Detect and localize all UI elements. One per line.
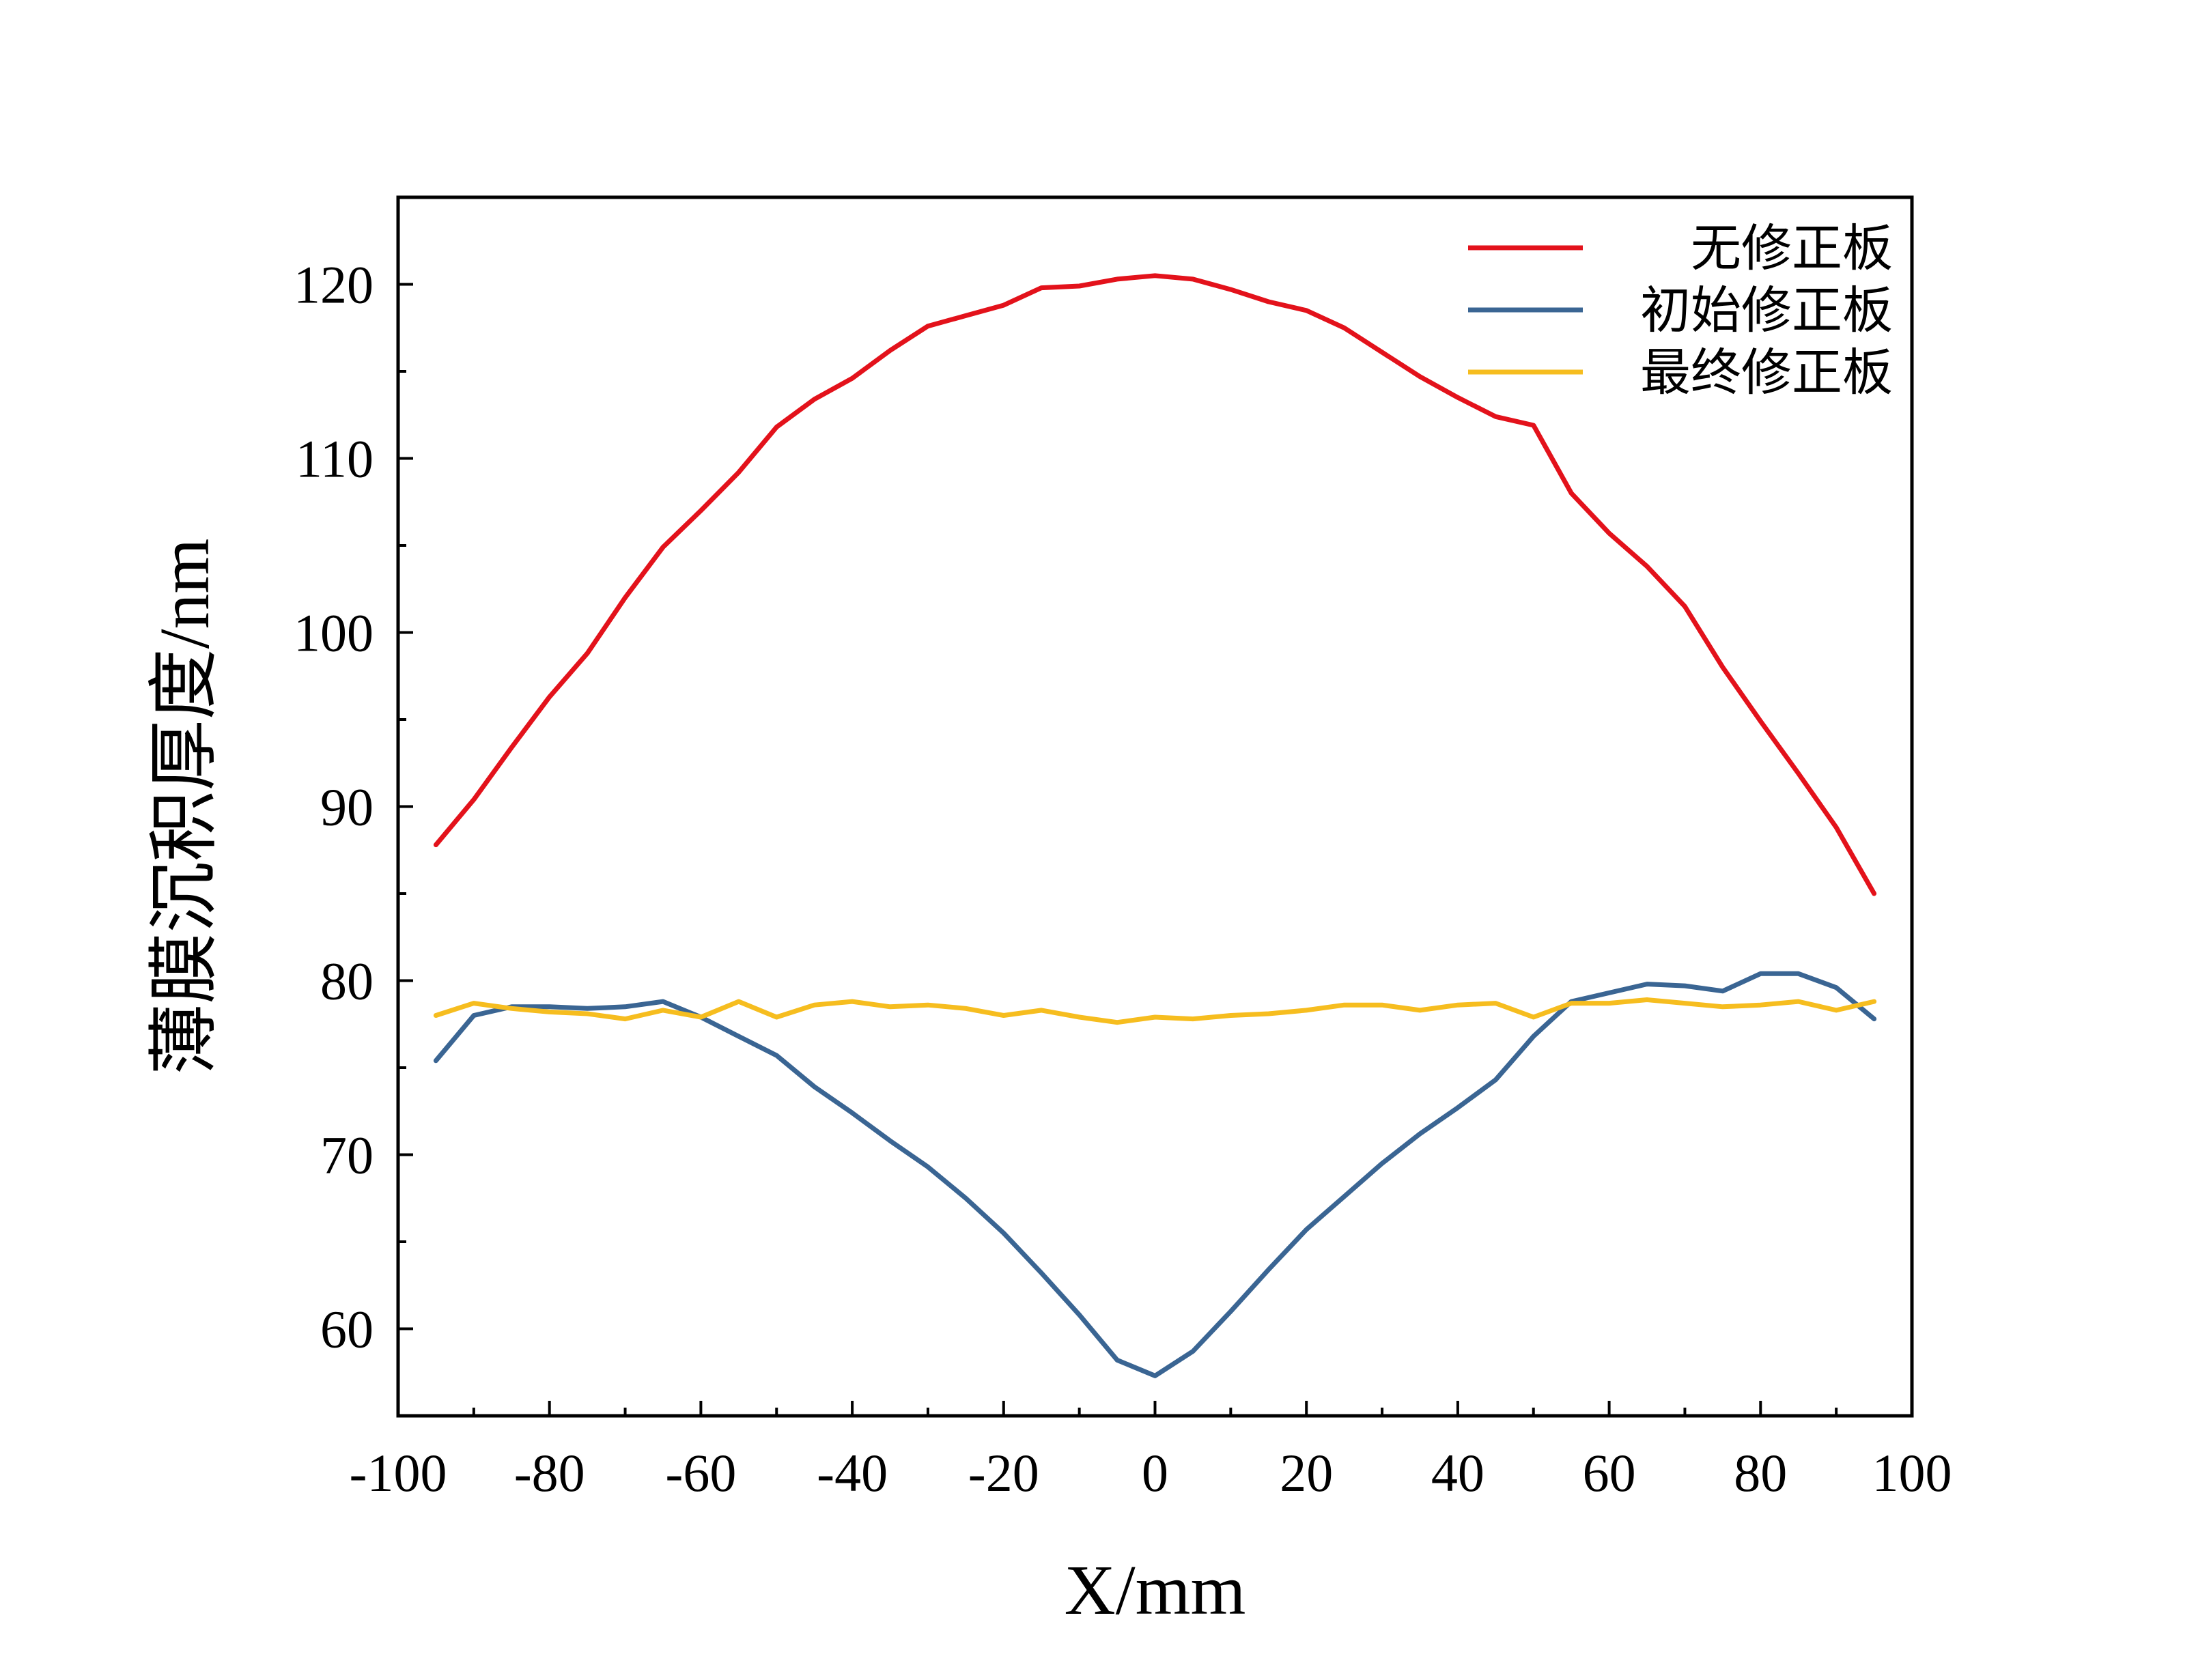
x-tick-label: -100 (350, 1443, 447, 1503)
series-line-3 (433, 997, 1877, 1025)
legend-label-2: 初始修正板 (1640, 281, 1893, 340)
x-tick-label: 60 (1583, 1443, 1636, 1503)
y-axis: 60 70 80 90 100 110 120 (294, 255, 413, 1359)
x-tick-label: 20 (1280, 1443, 1333, 1503)
y-tick-label: 120 (294, 255, 374, 315)
y-tick-label: 100 (294, 603, 374, 663)
legend-label-3: 最终修正板 (1640, 343, 1893, 402)
x-tick-label: 0 (1142, 1443, 1168, 1503)
y-tick-label: 90 (320, 778, 374, 837)
x-tick-label: 100 (1872, 1443, 1952, 1503)
y-tick-label: 60 (320, 1300, 374, 1359)
x-axis-title: X/mm (1065, 1551, 1246, 1629)
y-tick-label: 110 (296, 429, 374, 489)
legend-label-1: 无修正板 (1691, 219, 1893, 278)
series-line-1 (433, 273, 1877, 896)
x-tick-label: -40 (817, 1443, 888, 1503)
x-tick-label: 40 (1431, 1443, 1484, 1503)
x-axis: -100 -80 -60 -40 -20 0 20 40 60 80 100 (350, 1401, 1952, 1503)
y-tick-label: 80 (320, 952, 374, 1011)
x-tick-label: -80 (514, 1443, 585, 1503)
x-tick-label: -60 (665, 1443, 736, 1503)
series-layer (433, 273, 1877, 1378)
y-axis-title: 薄膜沉积厚度/nm (145, 539, 224, 1075)
x-tick-label: -20 (968, 1443, 1039, 1503)
series-line-2 (433, 971, 1877, 1378)
y-tick-label: 70 (320, 1126, 374, 1185)
x-tick-label: 80 (1734, 1443, 1787, 1503)
